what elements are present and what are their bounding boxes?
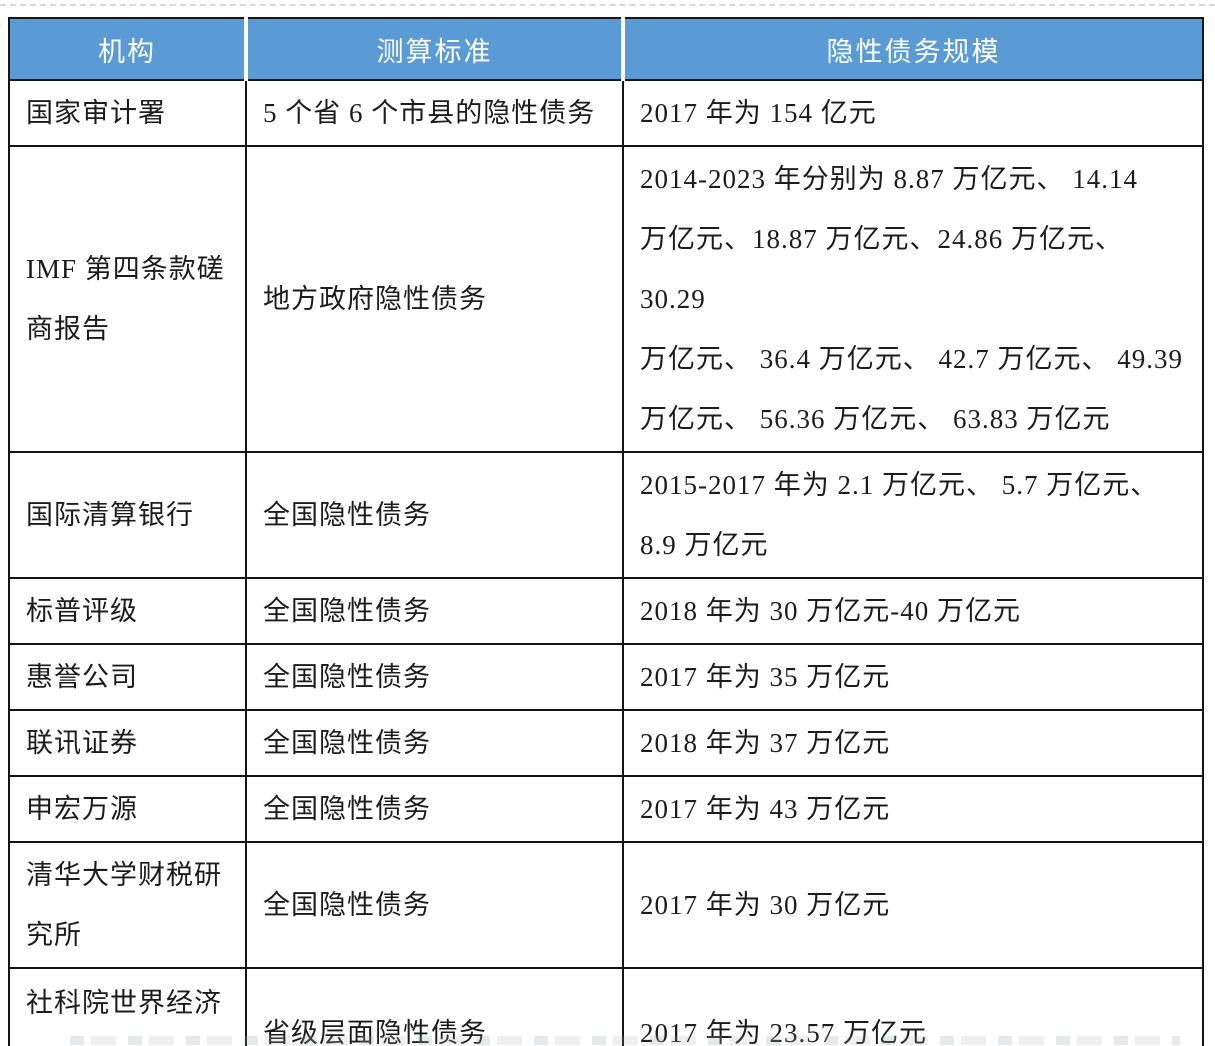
org-cell: 联讯证券: [8, 709, 247, 777]
standard-cell: 全国隐性债务: [245, 451, 624, 579]
org-cell: 标普评级: [8, 577, 247, 645]
org-cell: 国际清算银行: [8, 451, 247, 579]
scale-cell: 2017 年为 154 亿元: [622, 79, 1204, 147]
hidden-debt-estimates-table: 机构 测算标准 隐性债务规模 国家审计署 5 个省 6 个市县的隐性债务 201…: [8, 17, 1204, 1046]
standard-cell: 全国隐性债务: [245, 709, 624, 777]
scale-cell: 2017 年为 30 万亿元: [622, 841, 1204, 969]
table-row: IMF 第四条款磋 商报告 地方政府隐性债务 2014-2023 年分别为 8.…: [8, 145, 1204, 453]
header-debt-scale: 隐性债务规模: [621, 17, 1203, 81]
org-cell: IMF 第四条款磋 商报告: [8, 145, 247, 453]
header-row: 机构 测算标准 隐性债务规模: [9, 17, 1203, 81]
org-cell: 社科院世界经济 与政治研究所: [8, 967, 247, 1046]
header-measurement-standard: 测算标准: [244, 17, 623, 81]
scale-cell: 2017 年为 43 万亿元: [622, 775, 1204, 843]
table-row: 标普评级 全国隐性债务 2018 年为 30 万亿元-40 万亿元: [8, 577, 1204, 645]
org-cell: 惠誉公司: [8, 643, 247, 711]
table-row: 国家审计署 5 个省 6 个市县的隐性债务 2017 年为 154 亿元: [8, 79, 1204, 147]
standard-cell: 全国隐性债务: [245, 775, 624, 843]
table-row: 社科院世界经济 与政治研究所 省级层面隐性债务 2017 年为 23.57 万亿…: [8, 967, 1204, 1046]
standard-cell: 地方政府隐性债务: [245, 145, 624, 453]
standard-cell: 全国隐性债务: [245, 841, 624, 969]
org-cell: 申宏万源: [8, 775, 247, 843]
top-dashed-divider: [0, 4, 1215, 6]
table-row: 惠誉公司 全国隐性债务 2017 年为 35 万亿元: [8, 643, 1204, 711]
standard-cell: 5 个省 6 个市县的隐性债务: [245, 79, 624, 147]
scale-cell: 2017 年为 23.57 万亿元: [622, 967, 1204, 1046]
table-row: 清华大学财税研 究所 全国隐性债务 2017 年为 30 万亿元: [8, 841, 1204, 969]
scale-cell: 2017 年为 35 万亿元: [622, 643, 1204, 711]
header-institution: 机构: [9, 17, 246, 81]
table-row: 联讯证券 全国隐性债务 2018 年为 37 万亿元: [8, 709, 1204, 777]
org-cell: 清华大学财税研 究所: [8, 841, 247, 969]
scale-cell: 2018 年为 30 万亿元-40 万亿元: [622, 577, 1204, 645]
standard-cell: 全国隐性债务: [245, 643, 624, 711]
truncated-footnote-text: [70, 1036, 1180, 1045]
table-row: 国际清算银行 全国隐性债务 2015-2017 年为 2.1 万亿元、 5.7 …: [8, 451, 1204, 579]
scale-cell: 2014-2023 年分别为 8.87 万亿元、 14.14 万亿元、18.87…: [622, 145, 1204, 453]
table-row: 申宏万源 全国隐性债务 2017 年为 43 万亿元: [8, 775, 1204, 843]
standard-cell: 省级层面隐性债务: [245, 967, 624, 1046]
scale-cell: 2018 年为 37 万亿元: [622, 709, 1204, 777]
org-cell: 国家审计署: [8, 79, 247, 147]
standard-cell: 全国隐性债务: [245, 577, 624, 645]
scale-cell: 2015-2017 年为 2.1 万亿元、 5.7 万亿元、 8.9 万亿元: [622, 451, 1204, 579]
